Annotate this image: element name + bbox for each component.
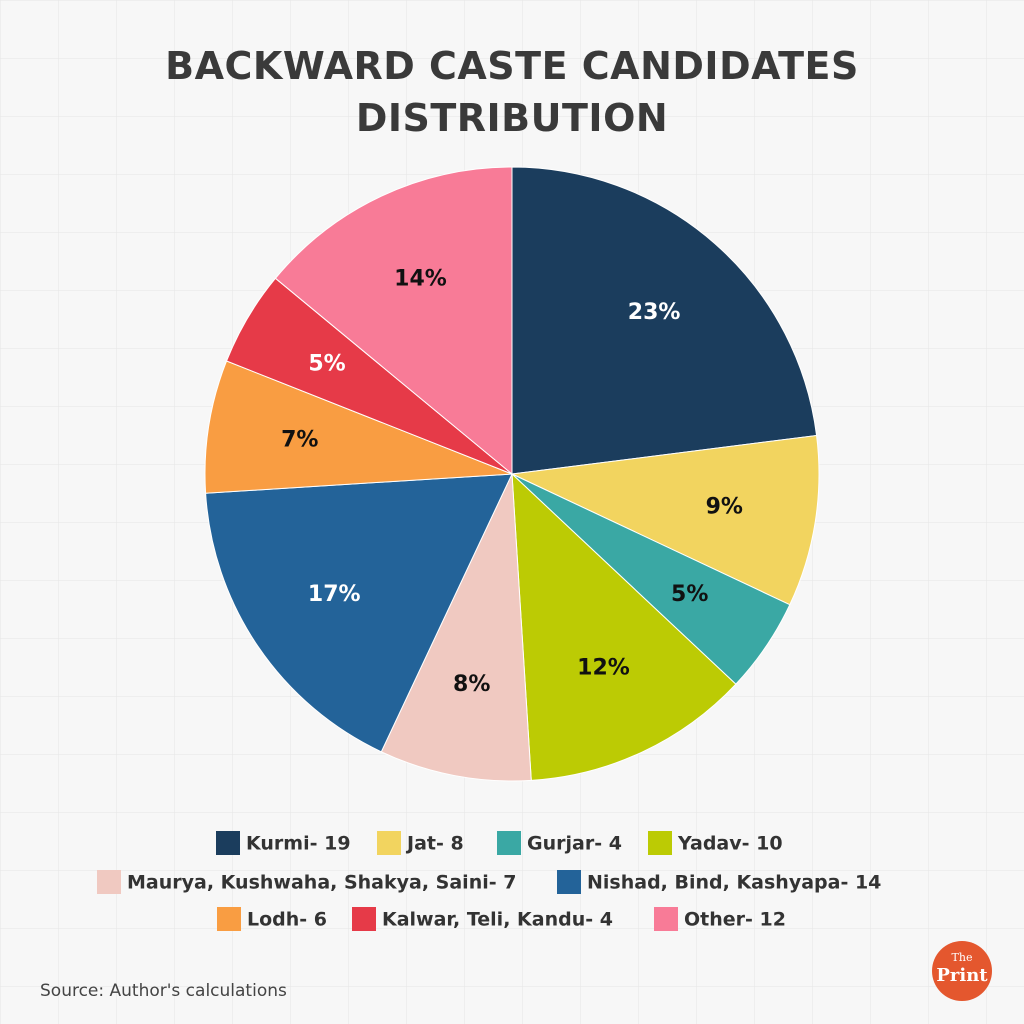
legend-label: Kalwar, Teli, Kandu- 4 (382, 909, 613, 931)
legend-label: Jat- 8 (405, 833, 464, 855)
logo-badge (932, 941, 992, 1001)
legend-label: Other- 12 (684, 909, 786, 931)
source: Source: Author's calculations (40, 981, 287, 1001)
legend: Kurmi- 19 Jat- 8 Gurjar- 4 Yadav- 10 Maurya,… (97, 831, 881, 931)
legend-swatch (557, 870, 581, 894)
pie-slice (274, 166, 513, 476)
slice-label: 23% (628, 300, 681, 325)
slice-label: 5% (671, 582, 708, 607)
legend-label: Gurjar- 4 (527, 833, 622, 855)
legend-label: Yadav- 10 (677, 833, 783, 855)
legend-swatch (654, 907, 678, 931)
legend-swatch (377, 831, 401, 855)
legend-swatch (216, 831, 240, 855)
legend-label: Kurmi- 19 (246, 833, 351, 855)
slice-label: 9% (706, 495, 743, 520)
slice-label: 14% (394, 267, 447, 292)
pie-slice (205, 473, 513, 753)
legend-label: Maurya, Kushwaha, Shakya, Saini- 7 (127, 872, 516, 894)
legend-swatch (217, 907, 241, 931)
legend-swatch (352, 907, 376, 931)
legend-swatch (97, 870, 121, 894)
slice-label: 5% (308, 352, 345, 377)
pie: 23% 9% 5% 12% 8% 17% 7% 5% 14% (204, 166, 820, 782)
pie-slice (204, 360, 513, 494)
pie-slice (380, 473, 532, 782)
pie-slice (511, 166, 818, 475)
legend-label: Nishad, Bind, Kashyapa- 14 (587, 872, 881, 894)
legend-swatch (648, 831, 672, 855)
chart-title: BACKWARD CASTE CANDIDATES DISTRIBUTION (165, 44, 859, 140)
slice-label: 12% (577, 655, 630, 680)
legend-label: Lodh- 6 (247, 909, 327, 931)
slice-label: 7% (281, 427, 318, 452)
logo-top: The (952, 951, 973, 964)
slice-label: 8% (453, 672, 490, 697)
pie-slice (510, 434, 820, 606)
slice-label: 17% (308, 582, 361, 607)
pie-slice (511, 472, 737, 781)
logo-bottom: Print (936, 965, 988, 986)
legend-swatch (497, 831, 521, 855)
